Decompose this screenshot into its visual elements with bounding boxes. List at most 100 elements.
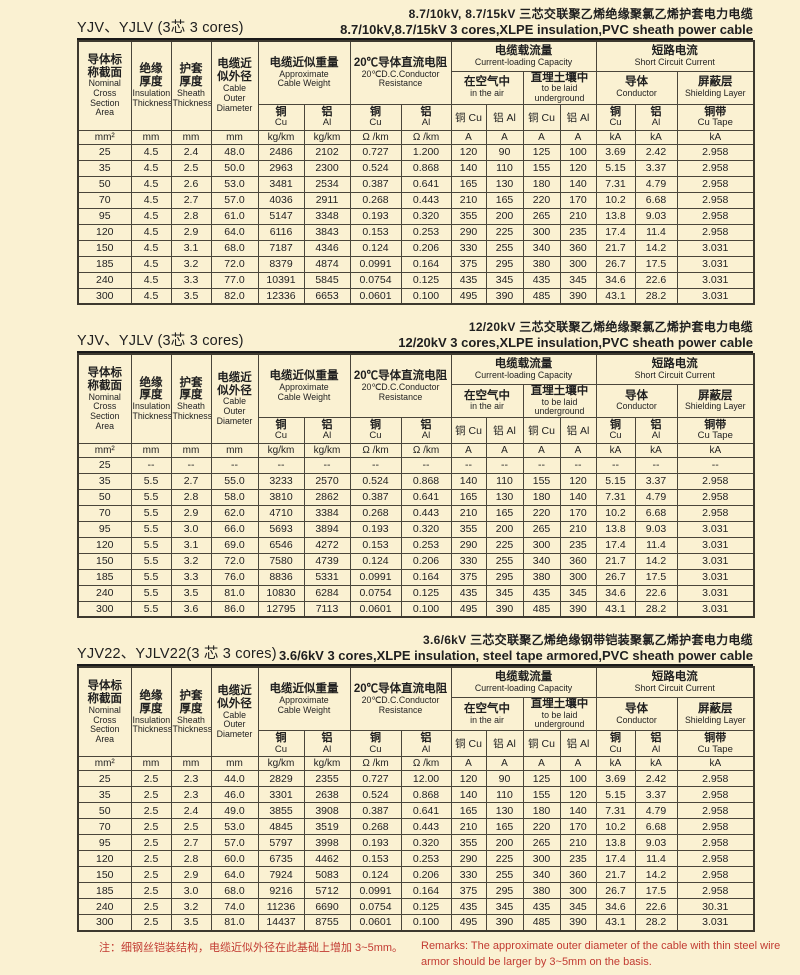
cable-spec-table: 导体标 称截面 Nominal Cross Section Area 绝缘 厚度 In…	[77, 40, 756, 306]
data-cell: 255	[485, 239, 524, 257]
data-cell: --	[349, 456, 402, 474]
unit-cell: A	[450, 756, 487, 772]
data-cell: 110	[485, 472, 524, 490]
data-cell: 0.0754	[349, 271, 402, 289]
header-label-cn: 铜	[275, 732, 287, 745]
col-sheath-thickness: 护套 厚度 Sheath Thickness	[170, 666, 212, 758]
data-cell: 355	[450, 520, 487, 538]
data-cell: 46.0	[210, 786, 259, 804]
unit-cell: kg/km	[257, 756, 305, 772]
col-shielding-layer: 屏蔽层 Shielding Layer	[676, 70, 755, 105]
header-row: 导体标 称截面 Nominal Cross Section Area 绝缘 厚度 In…	[77, 666, 755, 758]
data-cell: 43.1	[595, 287, 636, 305]
data-cell: 90	[485, 770, 524, 788]
header-label-en: Cu	[369, 430, 382, 442]
header-label-en: Shielding Layer	[684, 88, 746, 99]
header-label-cn: 铜	[610, 732, 622, 745]
data-cell: 120	[77, 850, 132, 868]
col-insulation-thickness: 绝缘 厚度 Insulation Thickness	[130, 40, 172, 131]
col-cu-tape: 铜带 Cu Tape	[676, 103, 755, 131]
data-cell: 5797	[257, 834, 305, 852]
footer-note: 注：细钢丝铠装结构，电缆近似外径在此基础上增加 3~5mm。 Remarks: …	[77, 939, 789, 971]
data-cell: 5693	[257, 520, 305, 538]
data-cell: 3.37	[634, 472, 678, 490]
data-cell: 2638	[303, 786, 351, 804]
data-cell: 155	[522, 472, 561, 490]
header-label-cn: 短路电流	[651, 358, 698, 371]
data-cell: 0.524	[349, 159, 402, 177]
header-row: 导体标 称截面 Nominal Cross Section Area 绝缘 厚度 In…	[77, 40, 755, 131]
unit-cell: kg/km	[303, 442, 351, 458]
data-cell: 0.125	[400, 584, 452, 602]
header-label-en: Cu Tape	[697, 430, 733, 442]
header-label-cn: 铝	[321, 732, 333, 745]
unit-cell: A	[559, 756, 597, 772]
data-cell: 30.31	[676, 898, 755, 916]
data-cell: 86.0	[210, 600, 259, 618]
footer-note-en: Remarks: The approximate outer diameter …	[421, 939, 781, 968]
data-cell: 2.958	[676, 191, 755, 209]
data-cell: 330	[450, 239, 487, 257]
table-row: 185 5.5 3.3 76.0 8836 5331 0.0991 0.164 375 295 38…	[77, 568, 755, 586]
header-label-cn: 电缆近 似外径	[217, 684, 252, 710]
cable-spec-section: YJV、YJLV (3芯 3 cores) 12/20kV 三芯交联聚乙烯绝缘聚…	[77, 318, 756, 619]
data-cell: 170	[559, 818, 597, 836]
data-cell: 70	[77, 191, 132, 209]
data-cell: 2.958	[676, 834, 755, 852]
data-cell: 2.5	[130, 834, 172, 852]
data-cell: 3.69	[595, 770, 636, 788]
col-air-al: 铝 Al	[485, 103, 524, 131]
data-cell: 180	[522, 175, 561, 193]
data-cell: 35	[77, 159, 132, 177]
col-nominal-cross-section: 导体标 称截面 Nominal Cross Section Area	[77, 666, 132, 758]
col-nominal-cross-section: 导体标 称截面 Nominal Cross Section Area	[77, 40, 132, 131]
col-resistance-cu: 铜 Cu	[349, 730, 402, 758]
data-cell: 300	[77, 600, 132, 618]
data-cell: 2.8	[170, 488, 212, 506]
header-label-en: Conductor	[616, 401, 657, 412]
header-label-cn: 电缆近 似外径	[217, 58, 252, 84]
data-cell: 4.5	[130, 207, 172, 225]
data-cell: 0.253	[400, 223, 452, 241]
data-cell: 2.5	[130, 882, 172, 900]
unit-cell: A	[450, 442, 487, 458]
data-cell: 7580	[257, 552, 305, 570]
data-cell: 495	[450, 287, 487, 305]
header-label-en: to be laid underground	[534, 396, 585, 417]
data-cell: 0.524	[349, 472, 402, 490]
data-cell: 345	[559, 271, 597, 289]
header-label-cn: 20℃导体直流电阻	[353, 369, 448, 382]
data-cell: 0.100	[400, 600, 452, 618]
data-cell: 35	[77, 472, 132, 490]
data-cell: 13.8	[595, 207, 636, 225]
data-cell: 155	[522, 786, 561, 804]
data-cell: 81.0	[210, 584, 259, 602]
header-label-cn: 铝	[420, 732, 432, 745]
data-cell: 53.0	[210, 175, 259, 193]
data-cell: 2862	[303, 488, 351, 506]
header-label-en: Sheath Thickness	[172, 714, 211, 735]
data-cell: 3348	[303, 207, 351, 225]
data-cell: --	[450, 456, 487, 474]
data-cell: --	[303, 456, 351, 474]
col-group-cable-weight: 电缆近似重量 Approximate Cable Weight	[257, 353, 351, 418]
data-cell: 72.0	[210, 552, 259, 570]
col-underground: 直埋土壤中 to be laid underground	[522, 70, 597, 105]
header-label-en: Insulation Thickness	[132, 88, 171, 108]
data-cell: 3.031	[676, 287, 755, 305]
unit-cell: kA	[595, 756, 636, 772]
data-cell: 4.5	[130, 191, 172, 209]
data-cell: 2102	[303, 143, 351, 161]
col-group-current-capacity: 电缆载流量 Current-loading Capacity	[450, 40, 597, 72]
table-row: 300 5.5 3.6 86.0 12795 7113 0.0601 0.100 495 390 4…	[77, 600, 755, 618]
unit-cell: Ω /km	[400, 129, 452, 145]
header-label-cn: 直埋土壤中	[530, 71, 589, 84]
data-cell: 255	[485, 552, 524, 570]
table-row: 150 2.5 2.9 64.0 7924 5083 0.124 0.206 330 255 340…	[77, 866, 755, 884]
data-cell: 0.641	[400, 802, 452, 820]
header-row: 铜 Cu 铝 Al 铜 Cu 铝 Al 铜 Cu 铝 Al 铜 Cu 铝 Al 铜 Cu 铝 Al 铜带 Cu T…	[78, 730, 755, 758]
header-label-cn: 铜	[370, 105, 381, 118]
data-cell: 0.0601	[349, 287, 402, 305]
data-cell: 2.3	[170, 770, 212, 788]
